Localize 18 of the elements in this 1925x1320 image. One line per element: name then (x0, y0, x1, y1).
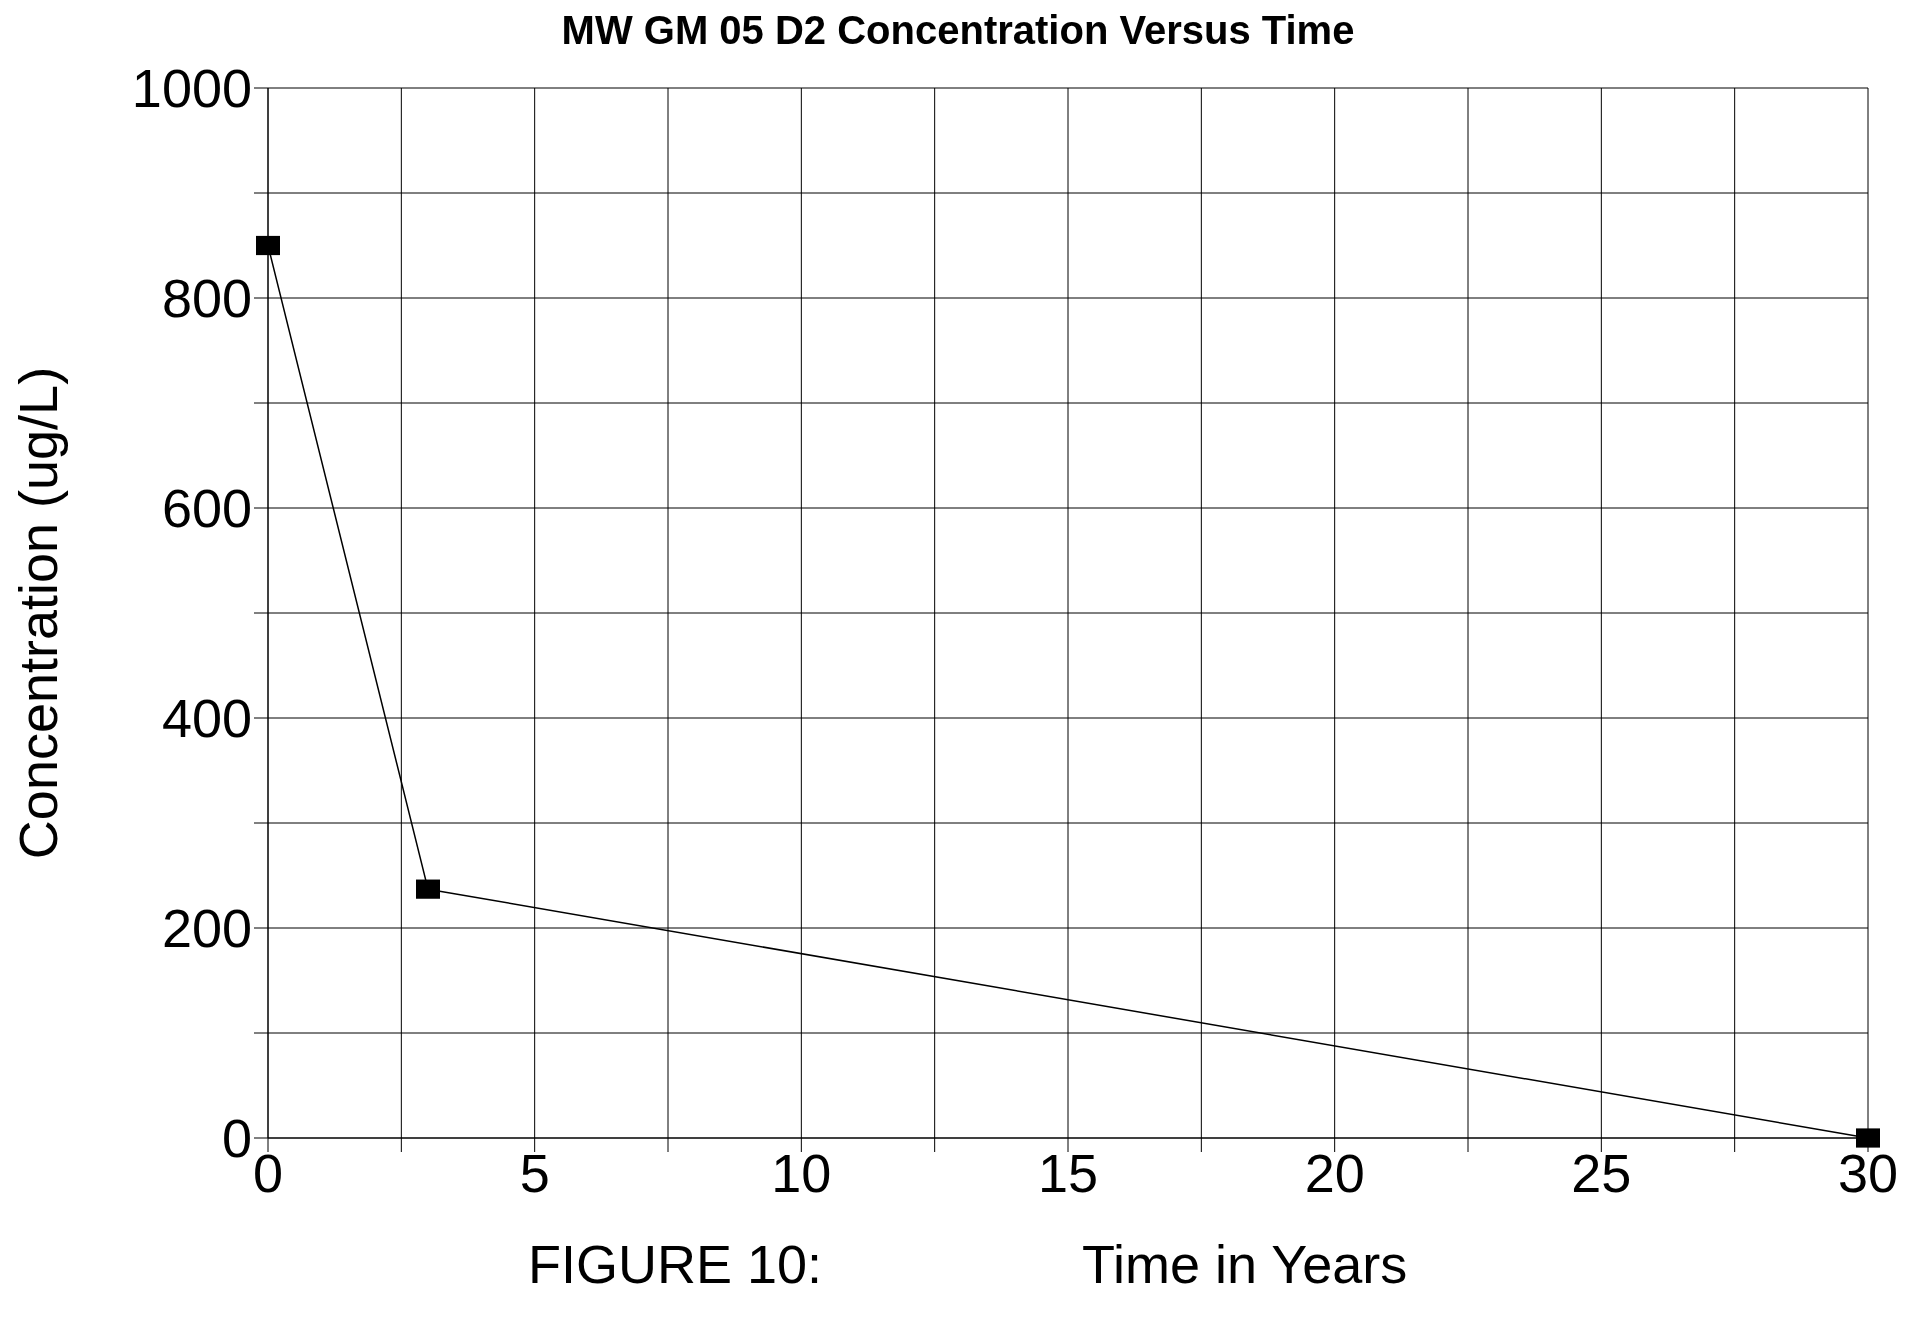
y-tick-label: 400 (161, 688, 252, 749)
x-tick-label: 15 (1037, 1143, 1099, 1204)
y-tick-label: 600 (161, 478, 252, 539)
point (416, 879, 440, 899)
point (1856, 1128, 1880, 1148)
y-tick-label: 200 (161, 898, 252, 959)
point (256, 235, 280, 256)
x-tick-label: 20 (1304, 1143, 1365, 1204)
y-axis-title: Concentration (ug/L) (8, 366, 69, 860)
caption: FIGURE 10: (528, 1233, 823, 1295)
y-tick-label: 800 (161, 268, 252, 329)
y-tick-label: 1000 (131, 58, 252, 119)
x-tick-label: 25 (1571, 1143, 1632, 1204)
x-axis-title: Time in Years (1082, 1233, 1408, 1295)
chart-title: MW GM 05 D2 Concentration Versus Time (560, 8, 1356, 53)
x-tick-label: 5 (519, 1143, 550, 1204)
x-tick-label: 10 (771, 1143, 832, 1204)
x-tick-label: 30 (1837, 1143, 1899, 1204)
